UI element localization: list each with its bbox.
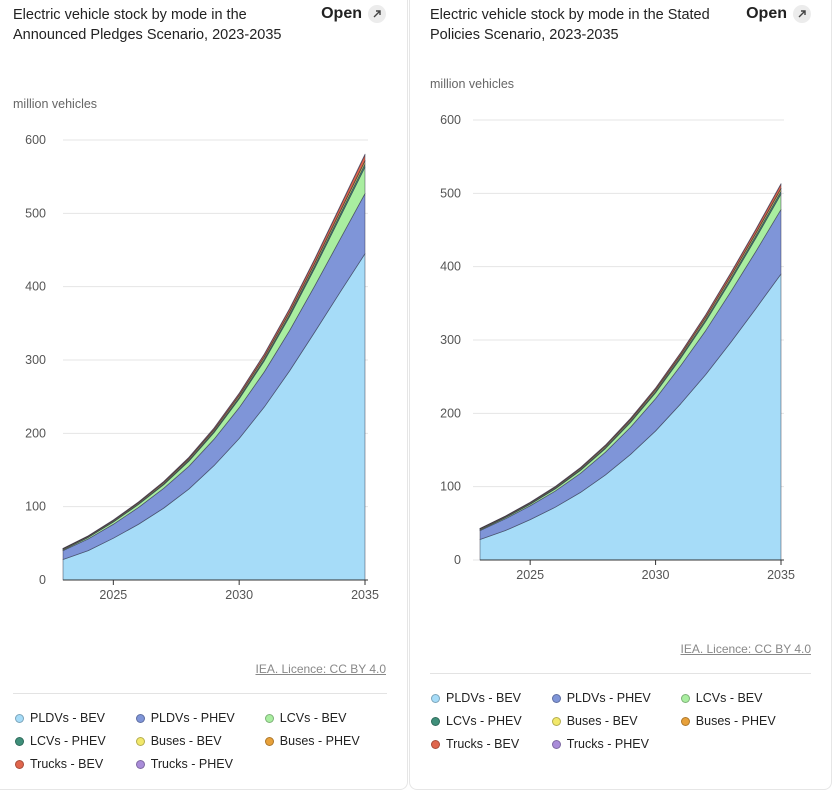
legend-label: Buses - BEV <box>150 734 222 748</box>
legend-label: LCVs - PHEV <box>446 714 522 728</box>
y-tick-label: 400 <box>440 260 461 274</box>
y-axis-unit-label: million vehicles <box>430 77 515 91</box>
legend-label: Trucks - BEV <box>30 757 104 771</box>
legend-swatch <box>135 713 145 723</box>
y-tick-label: 0 <box>454 553 461 567</box>
y-axis-unit-label: million vehicles <box>13 97 98 111</box>
y-tick-label: 300 <box>440 333 461 347</box>
legend-label: Buses - PHEV <box>695 714 776 728</box>
legend-swatch <box>431 716 440 726</box>
legend-label: Trucks - PHEV <box>566 737 649 751</box>
legend-item-pldvs-bev[interactable]: PLDVs - BEV <box>15 711 106 725</box>
y-tick-label: 500 <box>25 206 46 220</box>
y-tick-label: 200 <box>440 406 461 420</box>
legend-item-lcvs-phev[interactable]: LCVs - PHEV <box>15 734 106 748</box>
y-tick-label: 0 <box>39 573 46 587</box>
legend-swatch <box>431 739 440 749</box>
legend-label: LCVs - PHEV <box>30 734 106 748</box>
legend-divider <box>13 693 387 694</box>
open-label: Open <box>746 5 787 22</box>
legend-swatch <box>264 736 274 746</box>
legend-item-lcvs-bev[interactable]: LCVs - BEV <box>264 711 360 725</box>
x-tick-label: 2025 <box>516 568 544 582</box>
area-trucks-phev[interactable] <box>62 153 366 549</box>
legend-label: Buses - PHEV <box>279 734 360 748</box>
x-tick-label: 2025 <box>99 588 127 602</box>
stacked-area-chart: 0 100 200 300 400 500 600 2025 2030 2035 <box>440 113 795 582</box>
y-tick-label: 600 <box>440 113 461 127</box>
legend-label: LCVs - BEV <box>695 691 763 705</box>
legend-swatch <box>135 736 145 746</box>
legend-item-buses-bev[interactable]: Buses - BEV <box>135 734 235 748</box>
legend-item-lcvs-bev[interactable]: LCVs - BEV <box>680 691 776 705</box>
legend-divider <box>430 673 811 674</box>
legend-swatch <box>15 713 24 723</box>
legend-item-lcvs-phev[interactable]: LCVs - PHEV <box>431 714 522 728</box>
stacked-area-chart: 0 100 200 300 400 500 600 2025 2030 2035 <box>25 133 379 602</box>
legend-item-buses-bev[interactable]: Buses - BEV <box>551 714 651 728</box>
legend-label: Trucks - PHEV <box>150 757 233 771</box>
y-tick-label: 600 <box>25 133 46 147</box>
legend-item-trucks-phev[interactable]: Trucks - PHEV <box>135 757 235 771</box>
chart-card-announced-pledges: Electric vehicle stock by mode in the An… <box>0 0 408 790</box>
legend-swatch <box>680 693 690 703</box>
licence-link[interactable]: IEA. Licence: CC BY 4.0 <box>255 662 386 676</box>
legend-label: Trucks - BEV <box>446 737 520 751</box>
legend-item-buses-phev[interactable]: Buses - PHEV <box>680 714 776 728</box>
legend: PLDVs - BEV PLDVs - PHEV LCVs - BEV LCVs - … <box>15 711 360 771</box>
y-tick-label: 500 <box>440 186 461 200</box>
legend-item-trucks-bev[interactable]: Trucks - BEV <box>431 737 522 751</box>
chart-title: Electric vehicle stock by mode in the An… <box>13 7 282 43</box>
legend-item-trucks-phev[interactable]: Trucks - PHEV <box>551 737 651 751</box>
open-button[interactable]: Open <box>321 5 386 23</box>
legend-swatch <box>15 736 24 746</box>
x-tick-label: 2030 <box>225 588 253 602</box>
external-link-icon <box>368 5 386 23</box>
legend-swatch <box>15 759 24 769</box>
y-tick-label: 200 <box>25 426 46 440</box>
x-tick-label: 2030 <box>642 568 670 582</box>
y-tick-label: 400 <box>25 280 46 294</box>
legend-swatch <box>680 716 690 726</box>
legend-swatch <box>551 716 561 726</box>
y-tick-label: 100 <box>440 480 461 494</box>
legend-label: Buses - BEV <box>566 714 638 728</box>
legend-label: PLDVs - BEV <box>30 711 106 725</box>
legend-label: PLDVs - PHEV <box>566 691 651 705</box>
area-trucks-phev[interactable] <box>479 183 782 529</box>
x-tick-label: 2035 <box>767 568 795 582</box>
legend-item-pldvs-phev[interactable]: PLDVs - PHEV <box>551 691 651 705</box>
chart-card-stated-policies: Electric vehicle stock by mode in the St… <box>409 0 832 790</box>
legend-label: PLDVs - BEV <box>446 691 522 705</box>
external-link-icon <box>793 5 811 23</box>
legend-swatch <box>551 739 561 749</box>
chart-title: Electric vehicle stock by mode in the St… <box>430 7 710 43</box>
legend-item-buses-phev[interactable]: Buses - PHEV <box>264 734 360 748</box>
legend-swatch <box>135 759 145 769</box>
y-tick-label: 100 <box>25 500 46 514</box>
open-label: Open <box>321 5 362 22</box>
x-tick-label: 2035 <box>351 588 379 602</box>
legend-item-pldvs-phev[interactable]: PLDVs - PHEV <box>135 711 235 725</box>
y-tick-label: 300 <box>25 353 46 367</box>
legend-swatch <box>264 713 274 723</box>
legend-item-pldvs-bev[interactable]: PLDVs - BEV <box>431 691 522 705</box>
open-button[interactable]: Open <box>746 5 811 23</box>
licence-link[interactable]: IEA. Licence: CC BY 4.0 <box>680 642 811 656</box>
legend-item-trucks-bev[interactable]: Trucks - BEV <box>15 757 106 771</box>
legend-swatch <box>431 693 440 703</box>
legend-label: LCVs - BEV <box>279 711 347 725</box>
legend-swatch <box>551 693 561 703</box>
legend-label: PLDVs - PHEV <box>150 711 235 725</box>
legend: PLDVs - BEV PLDVs - PHEV LCVs - BEV LCVs - … <box>431 691 776 751</box>
